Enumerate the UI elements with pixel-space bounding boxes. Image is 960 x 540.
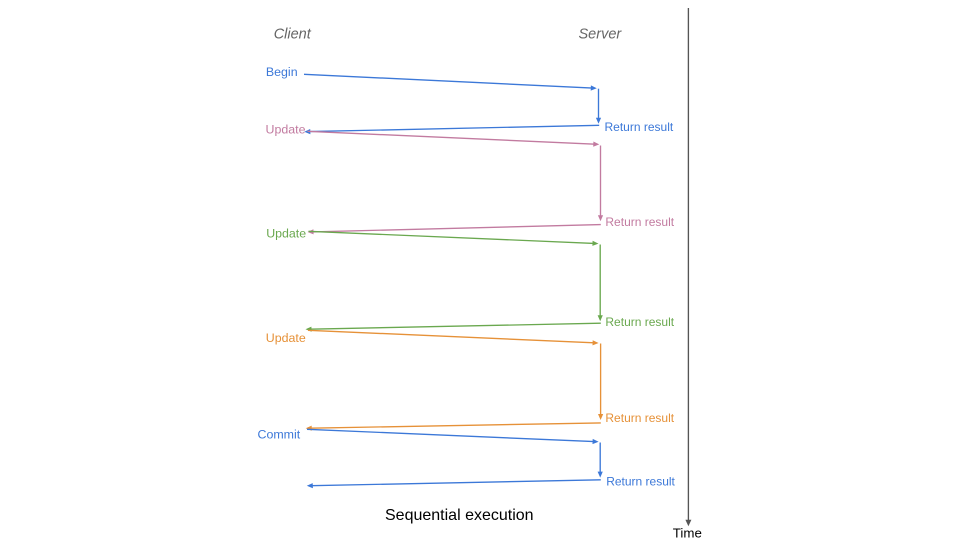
- svg-text:Server: Server: [579, 27, 623, 43]
- svg-text:Commit: Commit: [258, 427, 301, 441]
- svg-text:Return result: Return result: [605, 215, 674, 229]
- svg-text:Client: Client: [274, 27, 312, 43]
- svg-text:Update: Update: [266, 227, 306, 241]
- svg-text:Update: Update: [266, 123, 306, 137]
- svg-text:Begin: Begin: [266, 65, 298, 79]
- svg-text:Return result: Return result: [605, 315, 674, 329]
- svg-text:Time: Time: [673, 526, 702, 540]
- svg-text:Sequential execution: Sequential execution: [385, 507, 534, 524]
- svg-text:Update: Update: [266, 331, 306, 345]
- svg-text:Return result: Return result: [605, 120, 674, 134]
- svg-text:Return result: Return result: [606, 474, 675, 488]
- svg-text:Return result: Return result: [605, 411, 674, 425]
